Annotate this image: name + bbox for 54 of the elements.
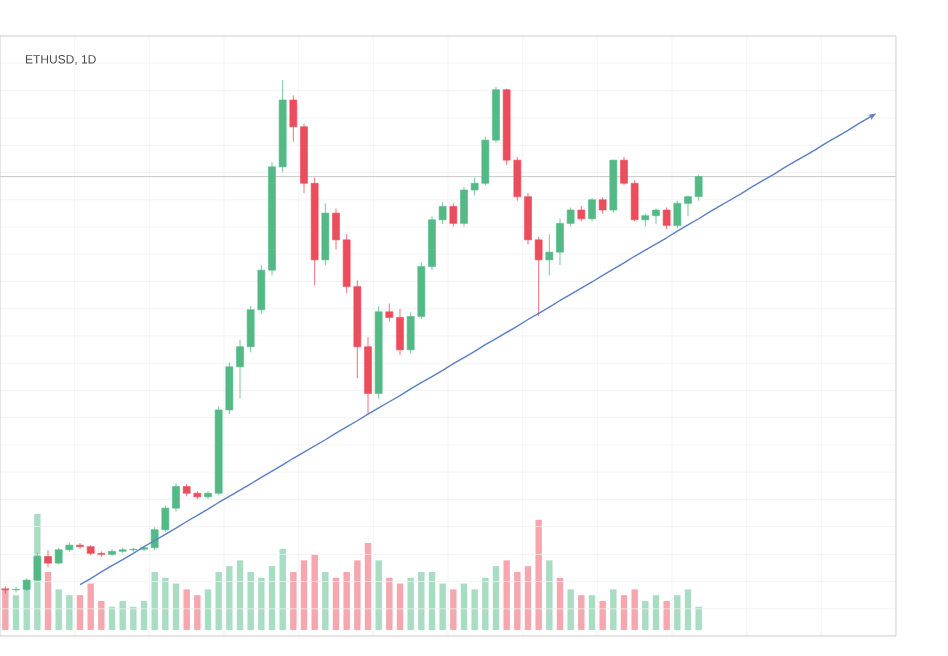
bar (418, 571, 425, 630)
bar (279, 548, 286, 630)
bar (375, 560, 382, 630)
bar (471, 589, 478, 630)
bar (578, 595, 585, 630)
bar (642, 600, 649, 630)
bar (268, 566, 276, 630)
bar (204, 589, 212, 630)
bar (503, 560, 510, 630)
bar (87, 583, 94, 630)
bar (151, 571, 158, 630)
bar (450, 589, 457, 630)
candlestick (662, 207, 671, 230)
candlestick (449, 202, 458, 227)
bar (482, 577, 489, 630)
bar (55, 589, 62, 630)
bar (300, 560, 308, 630)
bar (407, 577, 414, 630)
bar (492, 566, 500, 630)
bar (311, 554, 318, 630)
candlestick (588, 197, 596, 222)
bar (226, 566, 233, 630)
bar (119, 600, 126, 630)
bar (322, 571, 329, 630)
bar (674, 595, 681, 630)
bar (695, 606, 702, 630)
bar (663, 600, 670, 630)
bar (258, 577, 265, 630)
bar (236, 560, 244, 630)
bar (130, 606, 137, 630)
candlestick (321, 202, 330, 266)
bar (524, 566, 532, 630)
bar (439, 583, 446, 630)
bar (546, 560, 553, 630)
bar (343, 571, 350, 630)
bar (66, 595, 73, 630)
bar (684, 589, 692, 630)
bar (631, 589, 638, 630)
bar (162, 577, 169, 630)
bar (386, 577, 393, 630)
bar (610, 589, 617, 630)
bar (535, 519, 542, 630)
candlestick (44, 549, 52, 568)
bar (290, 571, 297, 630)
bar (194, 595, 201, 630)
bar (183, 589, 190, 630)
bar (354, 560, 361, 630)
bar (567, 589, 574, 630)
bar (247, 571, 254, 630)
bar (2, 589, 9, 630)
bar (98, 600, 105, 630)
bar (215, 571, 222, 630)
bar (599, 600, 606, 630)
bar (514, 571, 521, 630)
